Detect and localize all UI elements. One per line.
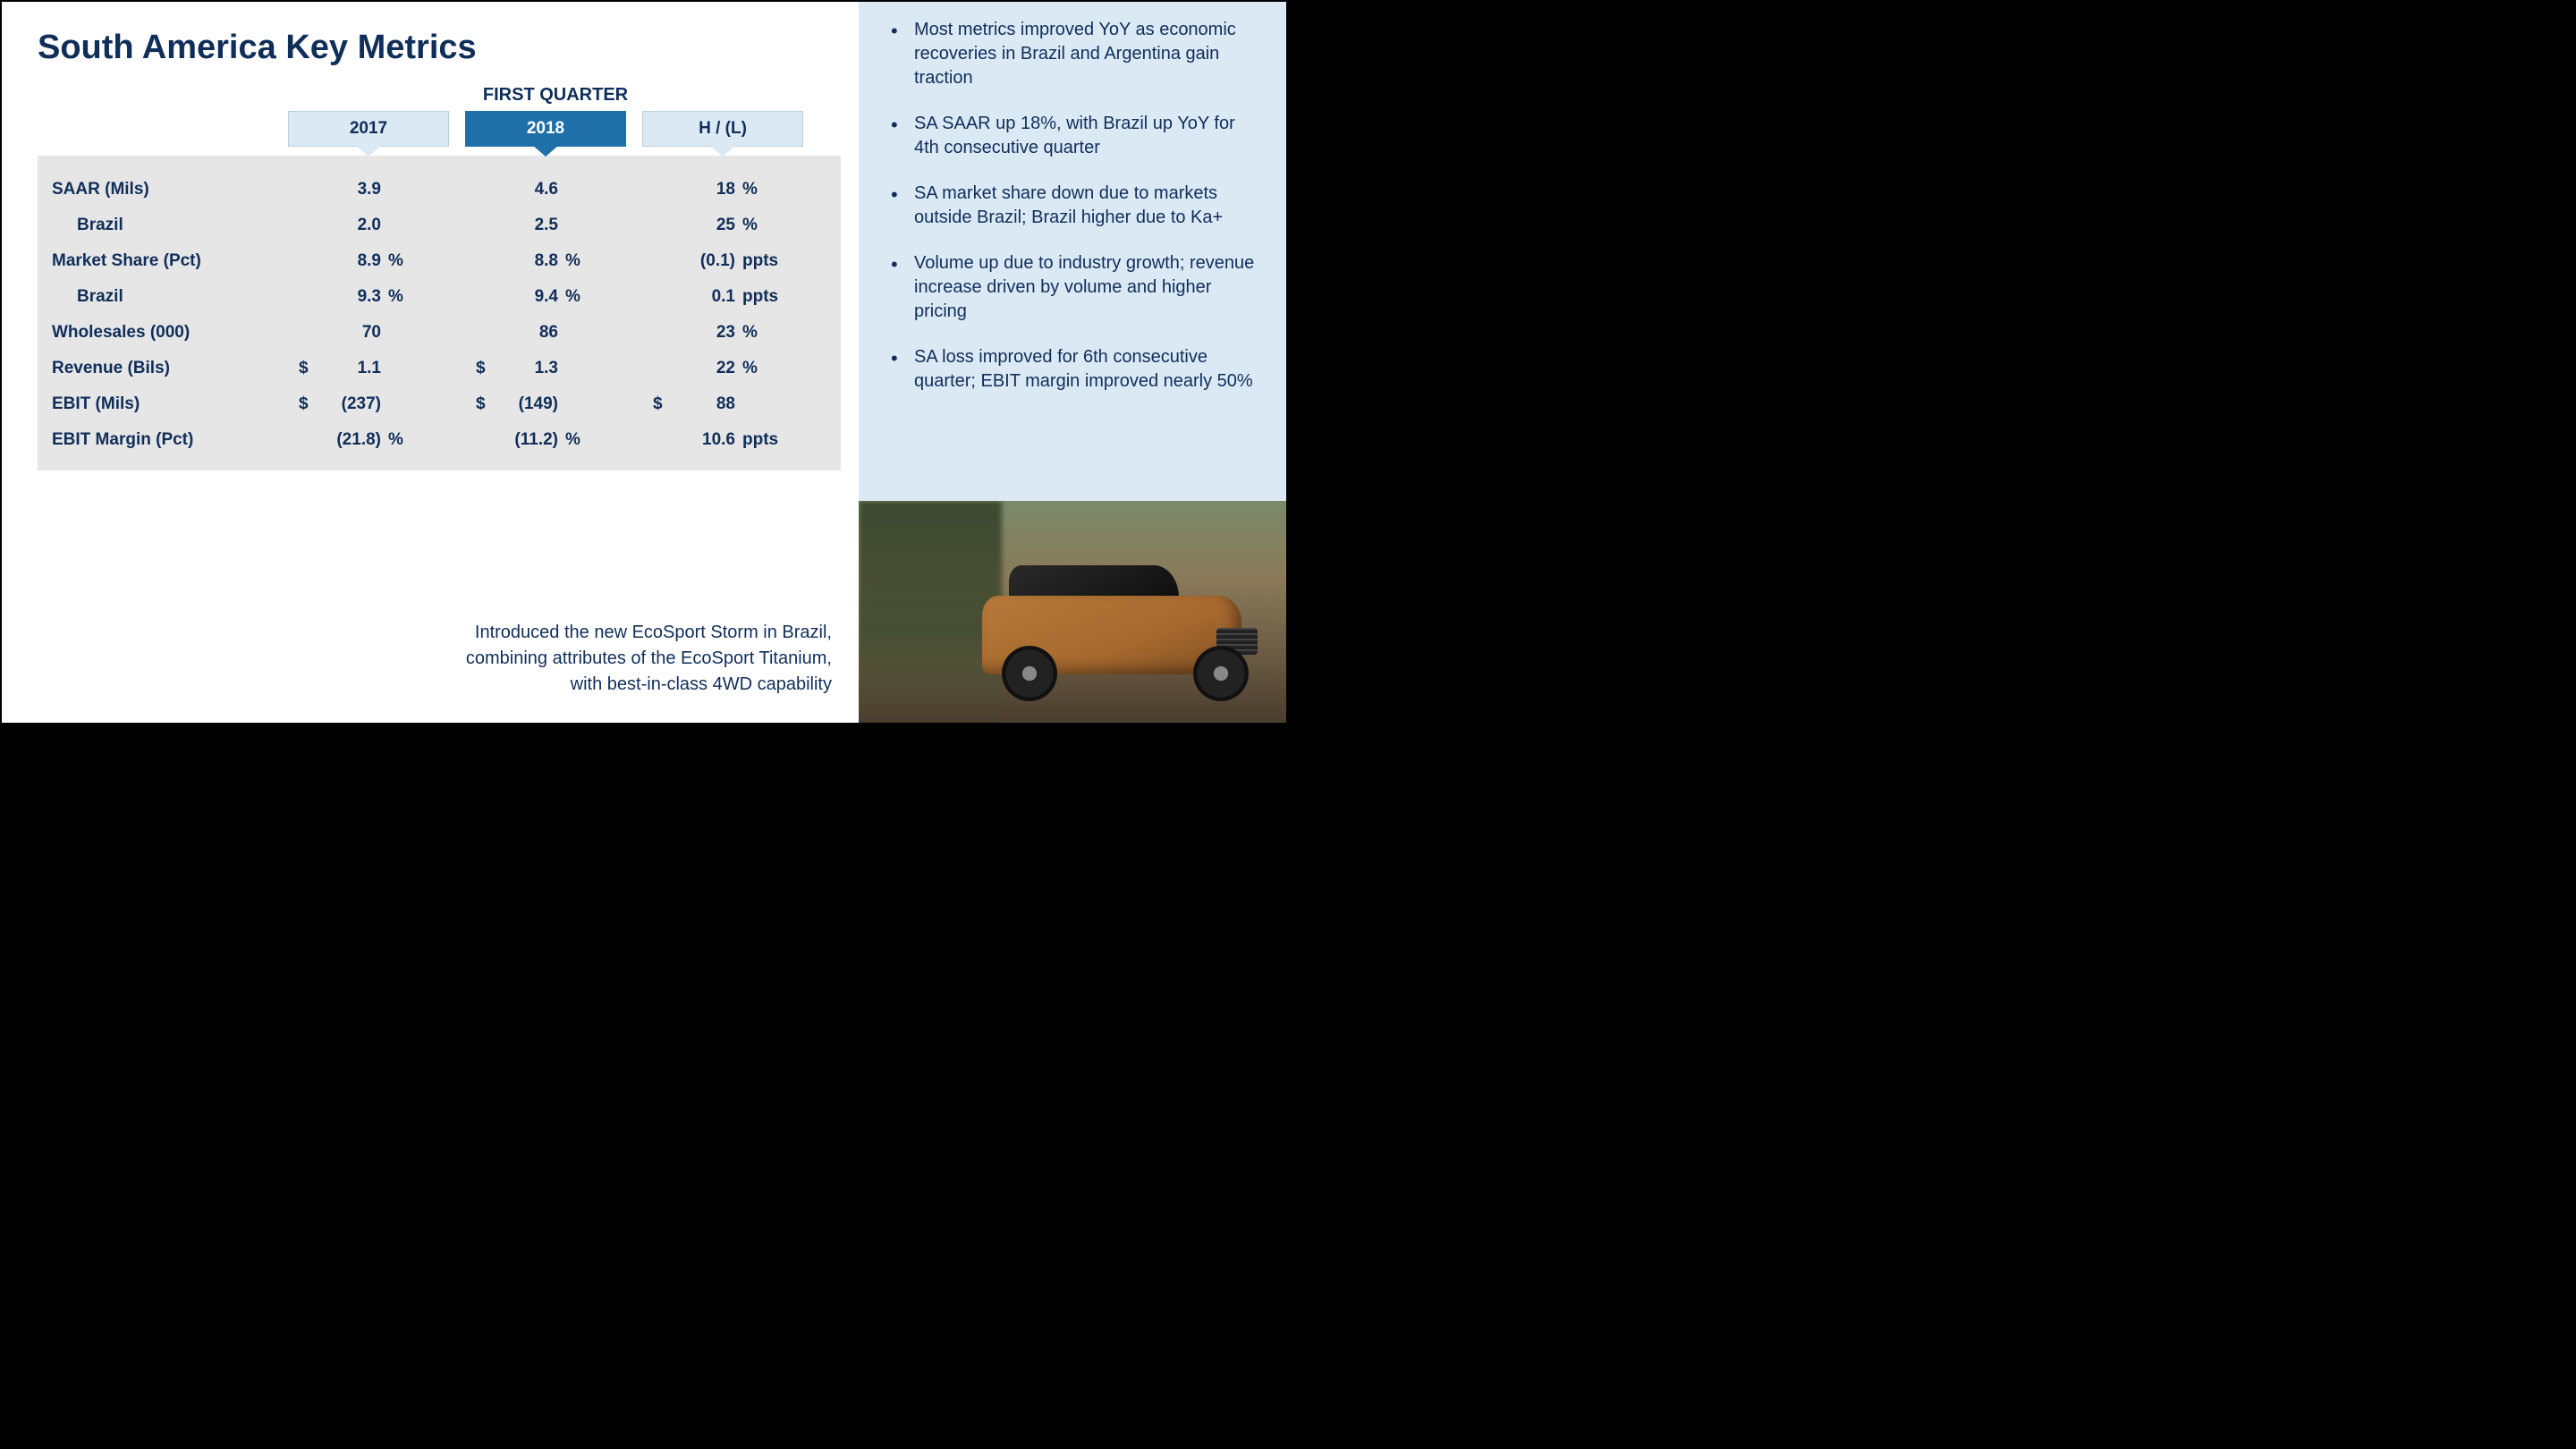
bullet-item: SA loss improved for 6th consecutive qua… [891,345,1263,394]
col-2018: 2018 [465,111,626,147]
cell: 4.6 [456,180,633,199]
table-row: Wholesales (000)708623% [47,315,832,351]
cell: 9.3% [279,287,456,307]
table-row: Brazil9.3%9.4%0.1ppts [47,279,832,315]
page-title: South America Key Metrics [38,29,841,67]
cell: $(149) [456,394,633,414]
bullet-item: Volume up due to industry growth; revenu… [891,251,1263,324]
column-headers: 2017 2018 H / (L) [288,111,841,147]
row-label: EBIT (Mils) [47,394,279,414]
car-illustration [964,564,1268,707]
cell: (11.2)% [456,430,633,450]
cell: 25% [633,216,810,235]
cell: (21.8)% [279,430,456,450]
cell: 2.0 [279,216,456,235]
quarter-label: FIRST QUARTER [270,85,841,106]
table-row: Market Share (Pct)8.9%8.8%(0.1)ppts [47,243,832,279]
table-body: SAAR (Mils)3.94.618%Brazil2.02.525%Marke… [38,156,841,470]
bullet-item: Most metrics improved YoY as economic re… [891,18,1263,90]
cell: $(237) [279,394,456,414]
col-hl: H / (L) [642,111,803,147]
row-label: Brazil [47,216,279,235]
cell: 86 [456,323,633,343]
caption-text: Introduced the new EcoSport Storm in Bra… [438,620,832,698]
row-label: EBIT Margin (Pct) [47,430,279,450]
cell: 10.6ppts [633,430,810,450]
cell: 8.8% [456,251,633,271]
table-row: Brazil2.02.525% [47,208,832,243]
table-row: EBIT Margin (Pct)(21.8)%(11.2)%10.6ppts [47,422,832,458]
cell: 8.9% [279,251,456,271]
cell: 9.4% [456,287,633,307]
cell: (0.1)ppts [633,251,810,271]
table-row: Revenue (Bils)$1.1$1.322% [47,351,832,386]
bullet-item: SA SAAR up 18%, with Brazil up YoY for 4… [891,112,1263,160]
cell: 18% [633,180,810,199]
bullet-item: SA market share down due to markets outs… [891,182,1263,230]
main-panel: South America Key Metrics FIRST QUARTER … [2,2,859,723]
bullet-list: Most metrics improved YoY as economic re… [859,2,1286,501]
slide: South America Key Metrics FIRST QUARTER … [2,2,1286,723]
cell: 2.5 [456,216,633,235]
row-label: Wholesales (000) [47,323,279,343]
cell: 70 [279,323,456,343]
row-label: SAAR (Mils) [47,180,279,199]
side-panel: Most metrics improved YoY as economic re… [859,2,1286,723]
metrics-table: 2017 2018 H / (L) SAAR (Mils)3.94.618%Br… [38,111,841,470]
row-label: Brazil [47,287,279,307]
cell: 23% [633,323,810,343]
col-2017: 2017 [288,111,449,147]
vehicle-photo [859,501,1286,723]
row-label: Revenue (Bils) [47,359,279,378]
table-row: EBIT (Mils)$(237)$(149)$88 [47,386,832,422]
cell: 0.1ppts [633,287,810,307]
cell: $88 [633,394,810,414]
cell: $1.3 [456,359,633,378]
row-label: Market Share (Pct) [47,251,279,271]
cell: 3.9 [279,180,456,199]
table-row: SAAR (Mils)3.94.618% [47,172,832,208]
cell: 22% [633,359,810,378]
cell: $1.1 [279,359,456,378]
